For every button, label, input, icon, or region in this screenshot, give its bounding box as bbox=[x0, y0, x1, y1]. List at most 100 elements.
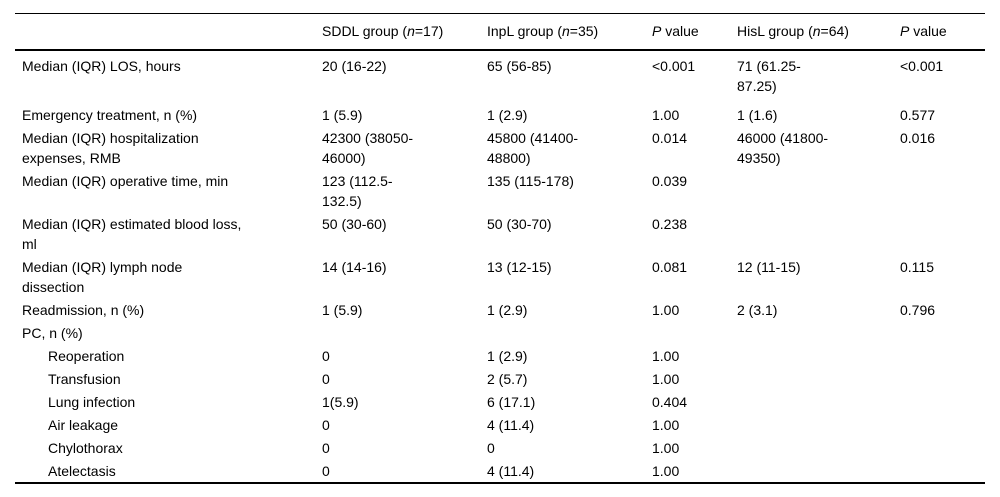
value-cell-hisl: 2 (3.1) bbox=[737, 301, 778, 318]
value-cell-sddl: 0 bbox=[322, 370, 330, 387]
table-row: Lung infection 1(5.9) 6 (17.1) 0.404 bbox=[15, 390, 985, 413]
header-text: value bbox=[661, 23, 699, 39]
row-label-cell: PC, n (%) bbox=[22, 324, 83, 341]
table-row: Atelectasis 0 4 (11.4) 1.00 bbox=[15, 459, 985, 483]
value-cell-inpl: 1 (2.9) bbox=[487, 347, 528, 364]
comparison-table-container: SDDL group (n=17) InpL group (n=35) P va… bbox=[15, 13, 985, 484]
table-body: Median (IQR) LOS, hours 20 (16-22) 65 (56-… bbox=[15, 50, 985, 483]
value-cell-inpl: 45800 (41400- 48800) bbox=[487, 129, 579, 166]
table-row: Median (IQR) estimated blood loss, ml 50 … bbox=[15, 212, 985, 255]
value-cell-p1: 1.00 bbox=[652, 347, 680, 364]
row-label-cell: Lung infection bbox=[48, 393, 136, 410]
table-row: Median (IQR) hospitalization expenses, R… bbox=[15, 126, 985, 169]
header-text: HisL group ( bbox=[737, 23, 813, 39]
row-label-cell: Chylothorax bbox=[48, 439, 123, 456]
value-cell-hisl bbox=[737, 344, 900, 367]
row-label-cell: Atelectasis bbox=[48, 462, 116, 479]
value-cell-inpl: 4 (11.4) bbox=[487, 462, 535, 479]
value-cell-inpl: 13 (12-15) bbox=[487, 258, 552, 275]
value-cell-p2 bbox=[900, 212, 985, 255]
header-italic-p: P bbox=[652, 23, 662, 39]
value-cell-p2 bbox=[900, 367, 985, 390]
header-italic-p: P bbox=[900, 23, 910, 39]
value-cell-p2: 0.016 bbox=[900, 129, 936, 146]
table-row: Chylothorax 0 0 1.00 bbox=[15, 436, 985, 459]
value-cell-p1: 1.00 bbox=[652, 301, 680, 318]
value-cell-sddl: 14 (14-16) bbox=[322, 258, 387, 275]
value-cell-sddl: 0 bbox=[322, 416, 330, 433]
row-label-cell: Reoperation bbox=[48, 347, 125, 364]
value-cell-hisl bbox=[737, 367, 900, 390]
header-italic-n: n bbox=[812, 23, 821, 39]
value-cell-sddl: 50 (30-60) bbox=[322, 215, 387, 232]
value-cell-p1: 0.404 bbox=[652, 393, 688, 410]
value-cell-inpl bbox=[487, 321, 652, 344]
value-cell-p1: <0.001 bbox=[652, 58, 696, 74]
table-row: Readmission, n (%) 1 (5.9) 1 (2.9) 1.00 2 (3… bbox=[15, 298, 985, 321]
row-label-cell: Median (IQR) lymph node dissection bbox=[22, 258, 183, 295]
header-text: =64) bbox=[820, 23, 849, 39]
header-text: InpL group ( bbox=[487, 23, 562, 39]
header-row: SDDL group (n=17) InpL group (n=35) P va… bbox=[15, 14, 985, 51]
value-cell-inpl: 135 (115-178) bbox=[487, 172, 574, 189]
header-text: SDDL group ( bbox=[322, 23, 408, 39]
value-cell-hisl bbox=[737, 321, 900, 344]
value-cell-sddl: 123 (112.5- 132.5) bbox=[322, 172, 393, 209]
value-cell-sddl: 0 bbox=[322, 462, 330, 479]
value-cell-sddl: 20 (16-22) bbox=[322, 58, 387, 74]
group-comparison-table: SDDL group (n=17) InpL group (n=35) P va… bbox=[15, 13, 985, 484]
value-cell-hisl bbox=[737, 436, 900, 459]
header-p-value-1: P value bbox=[652, 14, 737, 51]
value-cell-hisl bbox=[737, 390, 900, 413]
row-label-cell: Readmission, n (%) bbox=[22, 301, 145, 318]
value-cell-inpl: 1 (2.9) bbox=[487, 301, 528, 318]
header-hisl-group: HisL group (n=64) bbox=[737, 14, 900, 51]
row-label-cell: Median (IQR) operative time, min bbox=[22, 172, 229, 189]
value-cell-hisl: 71 (61.25- 87.25) bbox=[737, 58, 801, 94]
value-cell-inpl: 65 (56-85) bbox=[487, 58, 552, 74]
value-cell-hisl: 12 (11-15) bbox=[737, 258, 801, 275]
value-cell-p2 bbox=[900, 169, 985, 212]
value-cell-p1: 1.00 bbox=[652, 370, 680, 387]
value-cell-sddl: 1 (5.9) bbox=[322, 301, 363, 318]
value-cell-p2 bbox=[900, 413, 985, 436]
row-label-cell: Emergency treatment, n (%) bbox=[22, 106, 198, 123]
value-cell-hisl: 1 (1.6) bbox=[737, 106, 778, 123]
header-italic-n: n bbox=[561, 23, 570, 39]
table-row: Median (IQR) operative time, min 123 (112… bbox=[15, 169, 985, 212]
value-cell-p2 bbox=[900, 321, 985, 344]
table-row: Median (IQR) lymph node dissection 14 (14… bbox=[15, 255, 985, 298]
row-label-cell: Transfusion bbox=[48, 370, 121, 387]
value-cell-p1: 1.00 bbox=[652, 462, 680, 479]
value-cell-p1: 1.00 bbox=[652, 416, 680, 433]
value-cell-hisl bbox=[737, 413, 900, 436]
value-cell-inpl: 4 (11.4) bbox=[487, 416, 535, 433]
value-cell-sddl: 0 bbox=[322, 439, 330, 456]
row-label-cell: Median (IQR) LOS, hours bbox=[22, 58, 181, 74]
value-cell-p2: 0.796 bbox=[900, 301, 936, 318]
header-text: value bbox=[909, 23, 947, 39]
header-p-value-2: P value bbox=[900, 14, 985, 51]
row-label-cell: Median (IQR) estimated blood loss, ml bbox=[22, 215, 242, 252]
header-text: =17) bbox=[414, 23, 444, 39]
value-cell-p1 bbox=[652, 321, 737, 344]
value-cell-inpl: 0 bbox=[487, 439, 495, 456]
row-label-cell: Air leakage bbox=[48, 416, 119, 433]
value-cell-p1: 0.238 bbox=[652, 215, 688, 232]
value-cell-p2: 0.115 bbox=[900, 258, 934, 275]
row-label-cell: Median (IQR) hospitalization expenses, R… bbox=[22, 129, 199, 166]
value-cell-p1: 0.039 bbox=[652, 172, 688, 189]
value-cell-p2 bbox=[900, 390, 985, 413]
value-cell-p2: 0.577 bbox=[900, 106, 936, 123]
table-row: Emergency treatment, n (%) 1 (5.9) 1 (2.9)… bbox=[15, 103, 985, 126]
table-row: Median (IQR) LOS, hours 20 (16-22) 65 (56-… bbox=[15, 50, 985, 103]
table-row: Reoperation 0 1 (2.9) 1.00 bbox=[15, 344, 985, 367]
value-cell-p1: 0.014 bbox=[652, 129, 688, 146]
value-cell-hisl: 46000 (41800- 49350) bbox=[737, 129, 829, 166]
table-row: PC, n (%) bbox=[15, 321, 985, 344]
value-cell-sddl: 1 (5.9) bbox=[322, 106, 363, 123]
value-cell-p1: 1.00 bbox=[652, 106, 680, 123]
header-italic-n: n bbox=[407, 23, 415, 39]
value-cell-hisl bbox=[737, 169, 900, 212]
value-cell-sddl: 1(5.9) bbox=[322, 393, 359, 410]
